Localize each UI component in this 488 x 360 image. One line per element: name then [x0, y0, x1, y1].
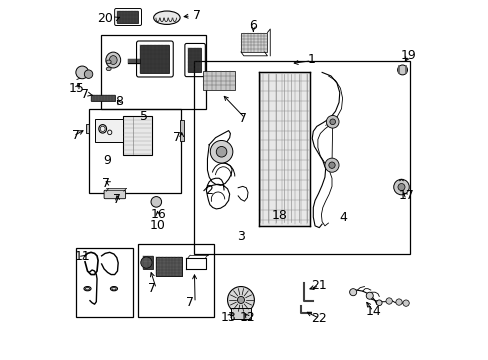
Circle shape	[328, 162, 334, 168]
Circle shape	[397, 184, 404, 190]
Circle shape	[402, 300, 408, 306]
Text: 11: 11	[75, 251, 91, 264]
Text: 9: 9	[103, 154, 111, 167]
Circle shape	[227, 287, 254, 313]
Text: 7: 7	[239, 112, 247, 125]
Bar	[85, 123, 89, 134]
Text: 20: 20	[97, 12, 112, 25]
Text: 4: 4	[339, 211, 346, 224]
Text: 19: 19	[400, 49, 416, 62]
Text: 15: 15	[69, 82, 85, 95]
Text: 3: 3	[237, 230, 244, 243]
Text: 7: 7	[71, 129, 80, 143]
Ellipse shape	[106, 60, 111, 64]
Bar	[194, 61, 409, 254]
Bar	[88, 109, 181, 193]
Circle shape	[376, 300, 381, 306]
Circle shape	[324, 158, 338, 172]
Bar	[142, 256, 152, 269]
Text: 13: 13	[220, 311, 236, 324]
Circle shape	[325, 116, 338, 128]
Text: 1: 1	[307, 53, 315, 66]
Text: 2: 2	[205, 184, 213, 197]
Bar	[180, 120, 183, 141]
Text: 12: 12	[240, 311, 255, 324]
Circle shape	[76, 66, 88, 79]
Ellipse shape	[153, 11, 180, 24]
Text: 7: 7	[193, 9, 201, 22]
Text: 16: 16	[150, 208, 165, 221]
Text: 10: 10	[150, 219, 165, 232]
Circle shape	[237, 296, 244, 303]
Circle shape	[393, 179, 408, 195]
Circle shape	[395, 299, 401, 305]
Ellipse shape	[84, 287, 91, 291]
Ellipse shape	[106, 67, 111, 71]
Text: 18: 18	[271, 209, 287, 222]
Circle shape	[397, 65, 407, 75]
Bar	[241, 32, 267, 52]
Text: 6: 6	[249, 19, 257, 32]
Text: 7: 7	[113, 193, 121, 206]
Text: 7: 7	[147, 282, 155, 295]
Circle shape	[329, 119, 335, 125]
Bar	[138, 244, 213, 316]
Circle shape	[151, 197, 161, 207]
Bar	[101, 35, 205, 109]
Text: 7: 7	[102, 177, 109, 190]
Text: 5: 5	[140, 110, 148, 123]
Ellipse shape	[105, 52, 121, 68]
Text: 7: 7	[173, 131, 181, 144]
Text: 7: 7	[81, 88, 88, 101]
Text: 21: 21	[311, 279, 326, 292]
Bar	[140, 45, 169, 73]
Circle shape	[141, 257, 152, 268]
Ellipse shape	[110, 287, 117, 291]
Bar	[155, 257, 182, 276]
Bar	[188, 48, 201, 72]
Bar	[94, 119, 122, 142]
Text: 8: 8	[115, 95, 123, 108]
Bar	[122, 117, 151, 154]
Bar	[91, 95, 115, 101]
Circle shape	[349, 289, 356, 296]
Bar	[117, 12, 138, 23]
Circle shape	[366, 292, 372, 299]
Ellipse shape	[109, 56, 117, 64]
Bar	[258, 72, 309, 226]
Circle shape	[385, 298, 391, 304]
Circle shape	[216, 147, 226, 157]
Bar	[76, 248, 133, 316]
Text: 14: 14	[365, 305, 380, 318]
Circle shape	[84, 70, 93, 78]
Bar	[231, 308, 250, 319]
Bar	[155, 257, 182, 276]
Bar	[203, 71, 234, 90]
Text: 17: 17	[398, 189, 414, 202]
FancyBboxPatch shape	[104, 190, 125, 199]
Circle shape	[210, 140, 232, 163]
Text: 22: 22	[311, 312, 326, 325]
Text: 7: 7	[186, 296, 194, 309]
